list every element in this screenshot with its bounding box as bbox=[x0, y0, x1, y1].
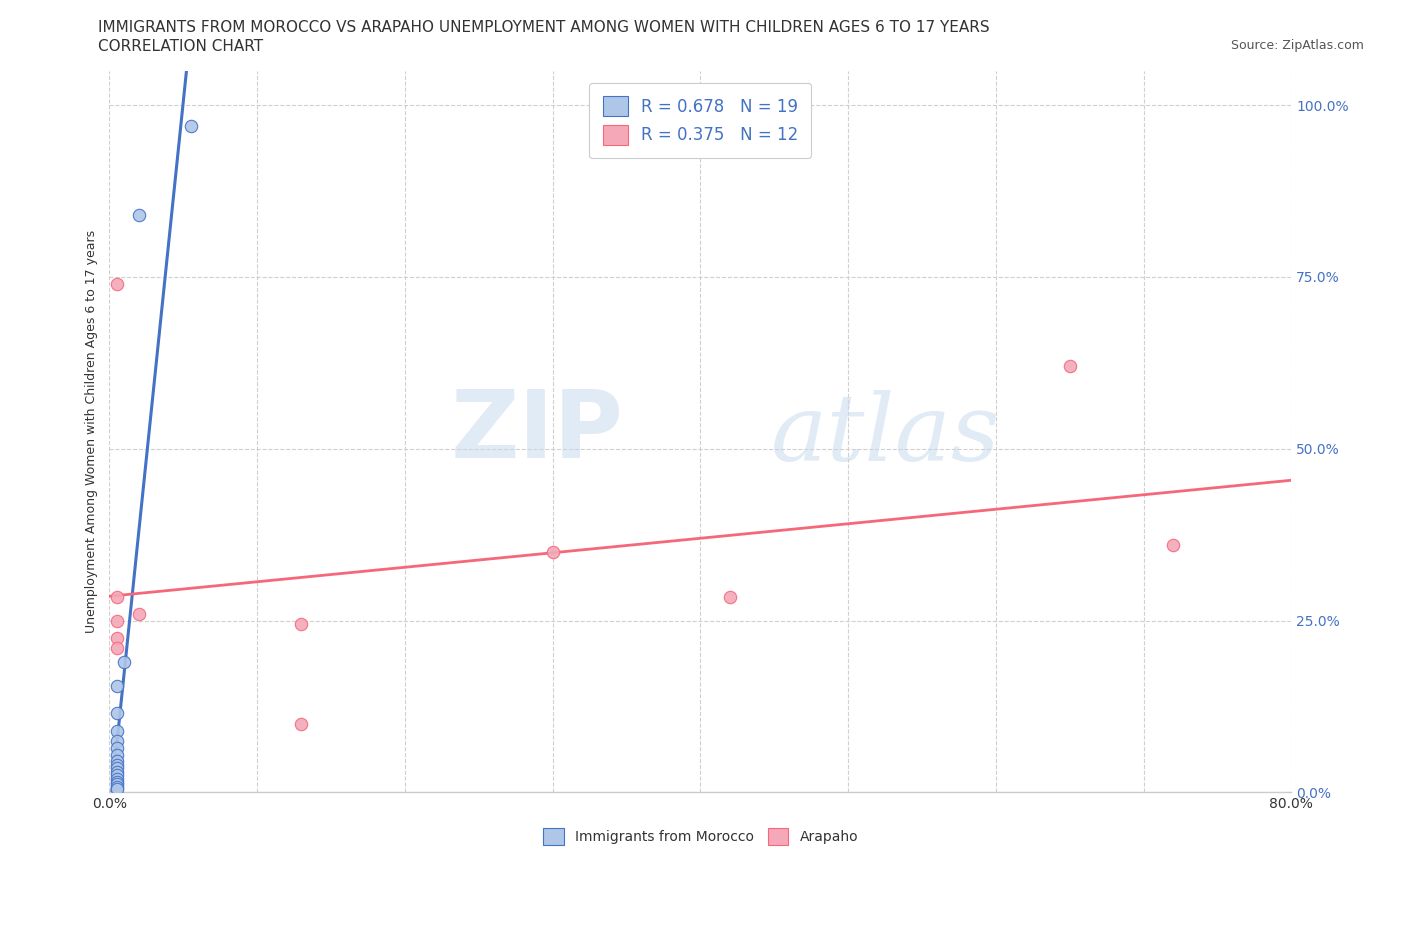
Point bbox=[105, 754, 128, 769]
Point bbox=[105, 613, 128, 628]
Point bbox=[105, 764, 128, 779]
Point bbox=[541, 544, 564, 559]
Text: atlas: atlas bbox=[772, 391, 1001, 480]
Point bbox=[290, 617, 312, 631]
Point bbox=[1059, 359, 1081, 374]
Legend: Immigrants from Morocco, Arapaho: Immigrants from Morocco, Arapaho bbox=[537, 822, 863, 850]
Point bbox=[105, 761, 128, 776]
Point bbox=[718, 589, 741, 604]
Point bbox=[105, 740, 128, 755]
Point bbox=[105, 781, 128, 796]
Point bbox=[105, 734, 128, 749]
Point bbox=[105, 631, 128, 645]
Point bbox=[105, 724, 128, 738]
Text: CORRELATION CHART: CORRELATION CHART bbox=[98, 39, 263, 54]
Text: Source: ZipAtlas.com: Source: ZipAtlas.com bbox=[1230, 39, 1364, 52]
Point bbox=[105, 757, 128, 772]
Point bbox=[112, 655, 135, 670]
Point bbox=[105, 589, 128, 604]
Point bbox=[105, 276, 128, 291]
Point bbox=[105, 768, 128, 783]
Point bbox=[105, 678, 128, 693]
Point bbox=[105, 771, 128, 786]
Point bbox=[105, 641, 128, 656]
Point bbox=[105, 747, 128, 762]
Point bbox=[290, 716, 312, 731]
Point bbox=[1161, 538, 1184, 552]
Point bbox=[105, 779, 128, 794]
Text: IMMIGRANTS FROM MOROCCO VS ARAPAHO UNEMPLOYMENT AMONG WOMEN WITH CHILDREN AGES 6: IMMIGRANTS FROM MOROCCO VS ARAPAHO UNEMP… bbox=[98, 20, 990, 35]
Point bbox=[105, 775, 128, 790]
Point bbox=[180, 118, 202, 133]
Point bbox=[105, 706, 128, 721]
Point bbox=[128, 606, 150, 621]
Point bbox=[128, 207, 150, 222]
Point bbox=[105, 777, 128, 791]
Text: ZIP: ZIP bbox=[451, 386, 623, 478]
Y-axis label: Unemployment Among Women with Children Ages 6 to 17 years: Unemployment Among Women with Children A… bbox=[86, 230, 98, 633]
